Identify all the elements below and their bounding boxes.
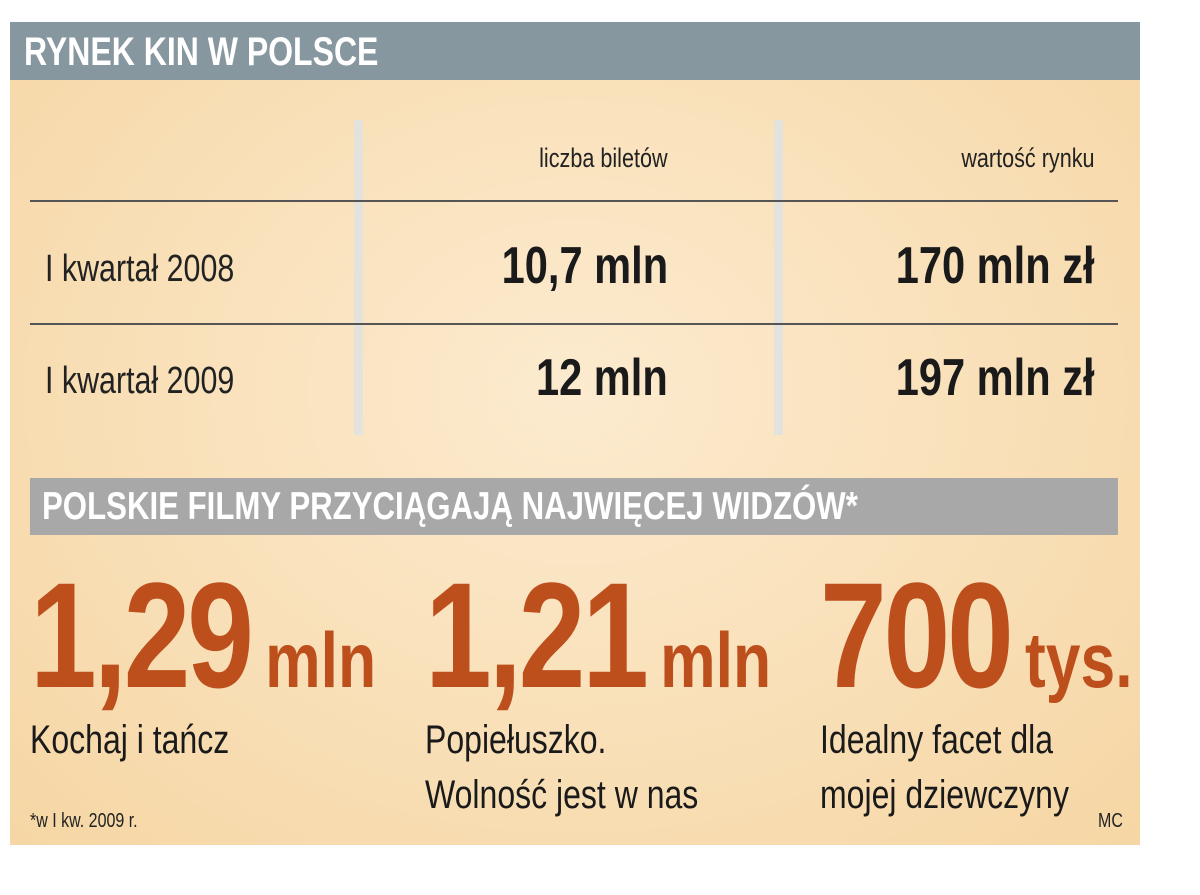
row-label: I kwartał 2009: [45, 360, 235, 402]
film-number: 700: [820, 551, 1014, 719]
header-title: RYNEK KIN W POLSCE: [24, 30, 379, 74]
section-title: POLSKIE FILMY PRZYCIĄGAJĄ NAJWIĘCEJ WIDZ…: [42, 485, 858, 528]
film-title: Kochaj i tańcz: [30, 718, 230, 762]
film-unit: tys.: [1025, 616, 1133, 704]
film-title: Idealny facet dla: [820, 718, 1054, 762]
column-divider: [774, 120, 783, 435]
row-label: I kwartał 2008: [45, 248, 235, 290]
cell-value: 12 mln: [536, 349, 668, 407]
section-bar: [30, 478, 1118, 535]
row-divider: [30, 323, 1118, 325]
film-figure: 1,21 mln: [425, 560, 771, 710]
film-title: Wolność jest w nas: [425, 773, 699, 817]
film-unit: mln: [265, 616, 377, 704]
film-figure: 700 tys.: [820, 560, 1133, 710]
credit: MC: [1098, 810, 1123, 832]
column-header: wartość rynku: [961, 143, 1095, 173]
film-title: mojej dziewczyny: [820, 773, 1069, 817]
footnote: *w I kw. 2009 r.: [30, 810, 138, 832]
cell-value: 10,7 mln: [501, 237, 668, 295]
film-title: Popiełuszko.: [425, 718, 607, 762]
cell-value: 197 mln zł: [896, 349, 1095, 407]
film-number: 1,29: [30, 551, 254, 719]
column-header: liczba biletów: [539, 143, 668, 173]
row-divider: [30, 200, 1118, 202]
column-divider: [354, 120, 363, 435]
cell-value: 170 mln zł: [896, 237, 1095, 295]
film-figure: 1,29 mln: [30, 560, 376, 710]
panel: [10, 22, 1140, 845]
header-bar: [10, 22, 1140, 80]
film-unit: mln: [660, 616, 772, 704]
film-number: 1,21: [425, 551, 649, 719]
